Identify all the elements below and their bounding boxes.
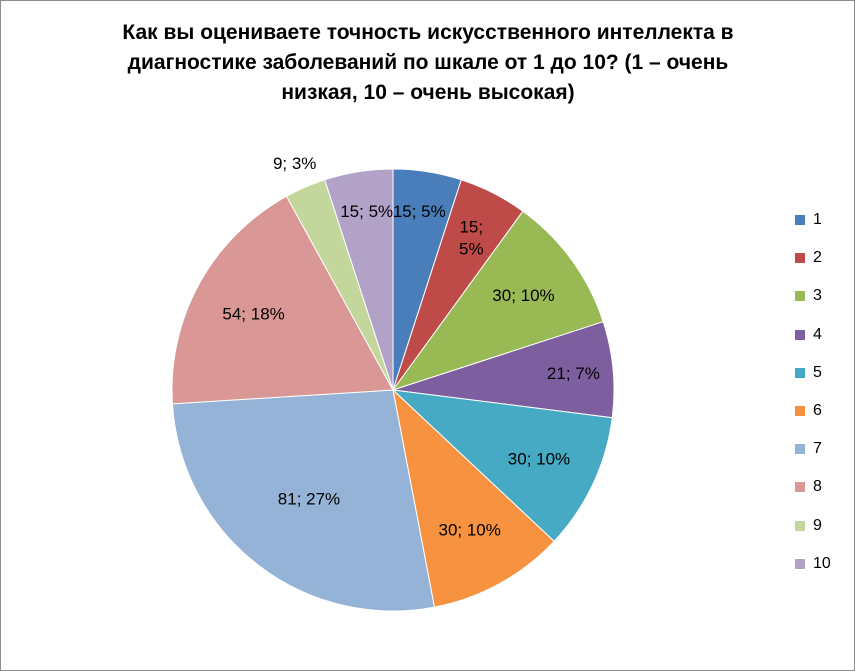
legend-swatch (795, 406, 805, 416)
legend-label: 6 (813, 402, 822, 419)
pie-slice-8 (171, 195, 394, 405)
legend-label: 7 (813, 440, 822, 458)
legend-label: 1 (813, 211, 822, 228)
data-label-5: 30; 10% (508, 450, 570, 469)
legend-swatch (795, 215, 805, 225)
legend-swatch (795, 253, 805, 264)
legend-swatch (795, 329, 805, 340)
pie-slice-6 (392, 388, 555, 608)
legend-label: 4 (813, 325, 822, 343)
data-label-6: 30; 10% (439, 520, 501, 539)
pie-slice-10 (324, 168, 394, 391)
legend-label: 9 (813, 516, 822, 534)
pie-slice-7 (171, 389, 435, 612)
legend-swatch (795, 291, 805, 302)
data-label-10: 15; 5% (340, 202, 393, 221)
legend-swatch (795, 520, 805, 531)
chart-title: Как вы оцениваете точность искусственног… (122, 21, 734, 104)
data-label-7: 81; 27% (278, 489, 340, 508)
legend-label: 5 (813, 363, 822, 381)
data-label-8: 54; 18% (222, 304, 284, 323)
data-label-2: 15; 5% (459, 217, 484, 258)
pie-slice-5 (391, 389, 613, 542)
legend-swatch (795, 482, 805, 493)
legend-swatch (795, 367, 805, 378)
legend-label: 10 (813, 554, 831, 572)
data-label-1: 15; 5% (393, 202, 446, 221)
legend-label: 8 (813, 478, 822, 496)
legend-swatch (795, 558, 805, 569)
pie-slice-3 (391, 210, 604, 391)
legend-label: 3 (813, 287, 822, 305)
data-label-3: 30; 10% (492, 286, 554, 305)
legend-swatch (795, 444, 805, 455)
data-label-4: 21; 7% (547, 364, 600, 383)
legend-label: 2 (813, 249, 822, 267)
data-label-9: 9; 3% (273, 154, 316, 173)
